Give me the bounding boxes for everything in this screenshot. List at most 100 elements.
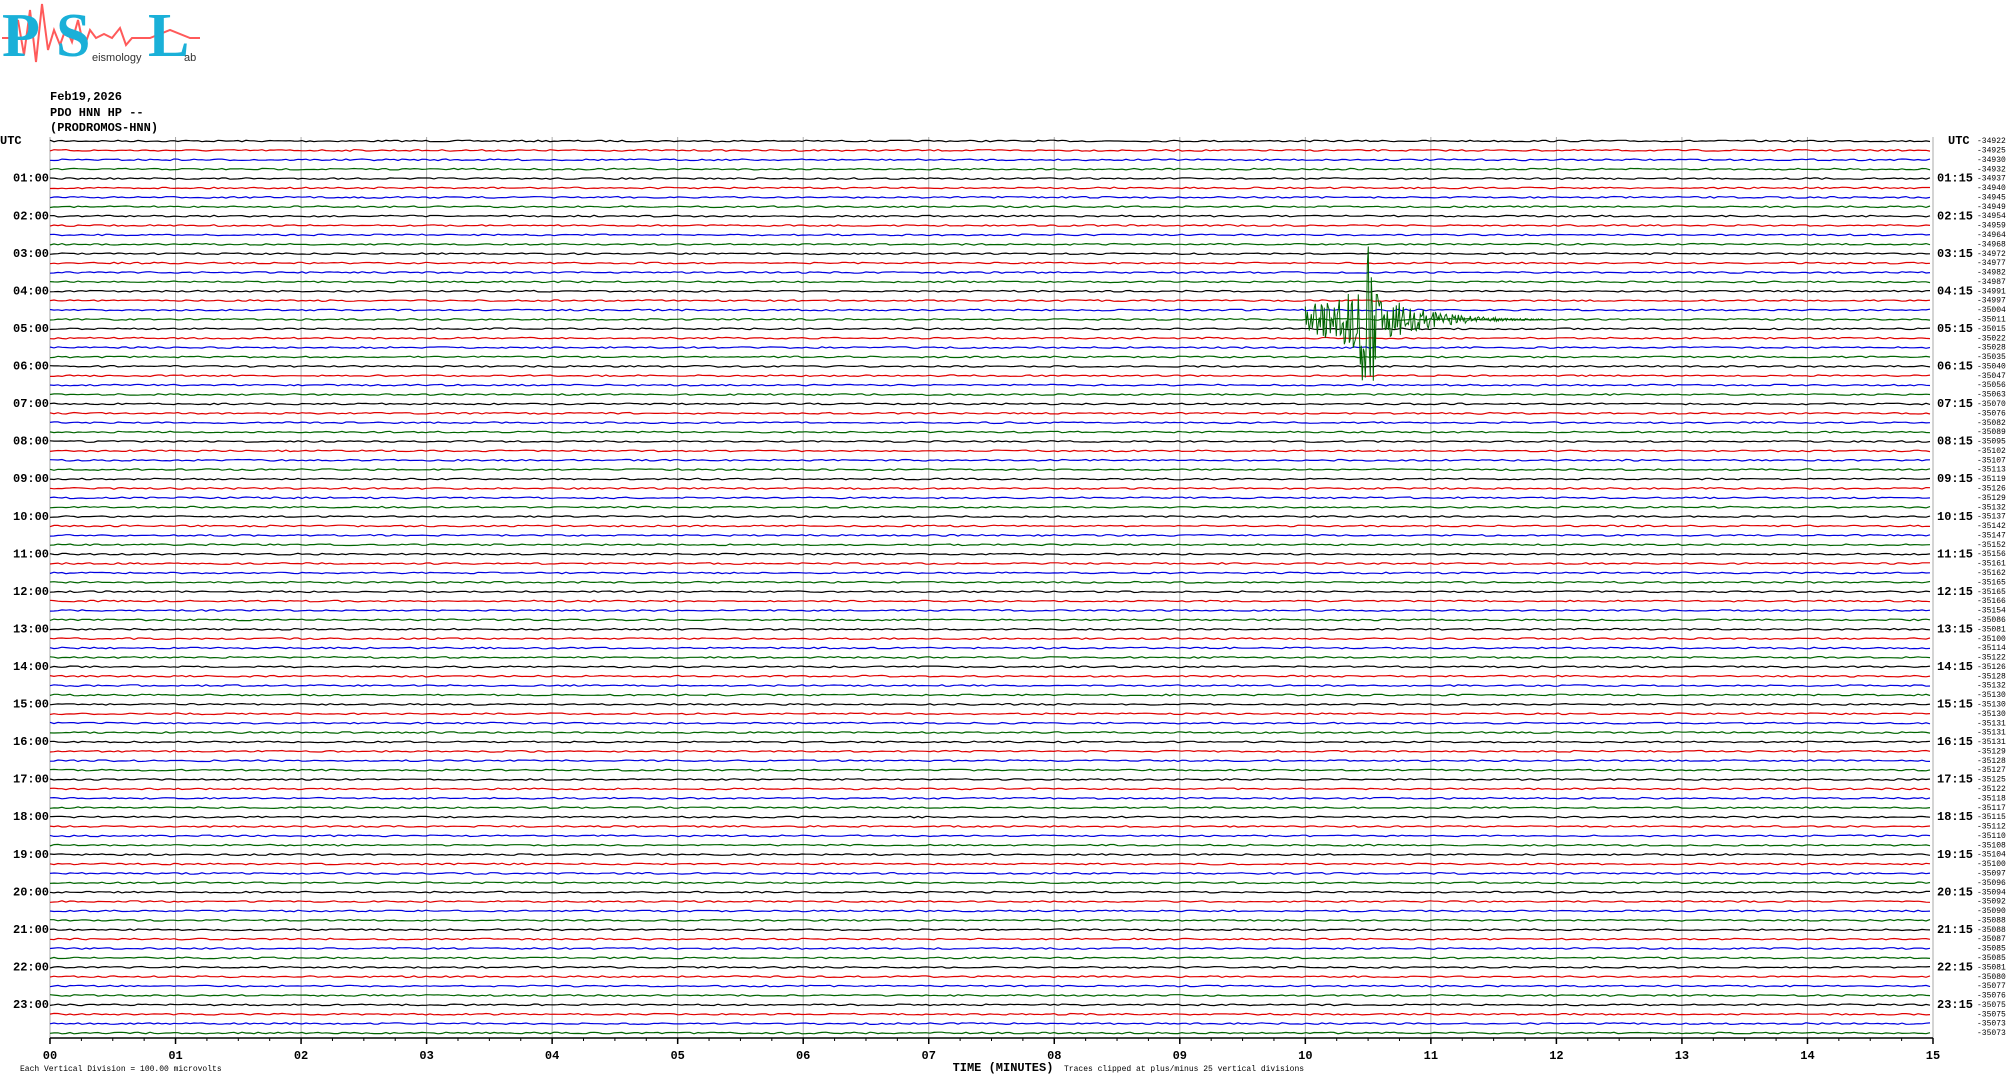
trace-offset: -35129 bbox=[1977, 747, 2006, 756]
trace bbox=[49, 834, 1931, 838]
hour-label-right: 21:15 bbox=[1937, 923, 1973, 937]
trace-offset: -35126 bbox=[1977, 663, 2006, 672]
trace bbox=[49, 355, 1931, 359]
trace bbox=[49, 881, 1931, 885]
trace-offset: -35040 bbox=[1977, 362, 2006, 371]
trace bbox=[49, 843, 1931, 847]
trace bbox=[49, 402, 1931, 406]
trace-offset: -34977 bbox=[1977, 259, 2006, 268]
logo-text: eismology bbox=[92, 52, 142, 64]
trace-offset: -35130 bbox=[1977, 700, 2006, 709]
trace-offset: -34937 bbox=[1977, 175, 2006, 184]
trace-offset: -35142 bbox=[1977, 522, 2006, 531]
trace-offset: -35128 bbox=[1977, 757, 2006, 766]
trace-offset: -35129 bbox=[1977, 494, 2006, 503]
trace-offset: -35088 bbox=[1977, 926, 2006, 935]
trace bbox=[49, 796, 1931, 800]
trace-offset: -35081 bbox=[1977, 963, 2006, 972]
x-tick-label: 09 bbox=[1173, 1049, 1187, 1063]
hour-label-right: 01:15 bbox=[1937, 172, 1973, 186]
hour-label-right: 22:15 bbox=[1937, 960, 1973, 974]
trace bbox=[49, 383, 1931, 387]
trace bbox=[49, 346, 1931, 350]
trace bbox=[49, 336, 1931, 340]
trace-offset: -35089 bbox=[1977, 428, 2006, 437]
trace bbox=[49, 580, 1931, 584]
trace-offset: -35085 bbox=[1977, 945, 2006, 954]
hour-label-left: 23:00 bbox=[13, 998, 49, 1012]
x-axis-title: TIME (MINUTES) bbox=[953, 1061, 1054, 1075]
trace-offset: -35108 bbox=[1977, 841, 2006, 850]
trace-offset: -35162 bbox=[1977, 569, 2006, 578]
x-tick-label: 14 bbox=[1800, 1049, 1814, 1063]
trace bbox=[49, 778, 1931, 781]
trace-offset: -35028 bbox=[1977, 344, 2006, 353]
x-tick-label: 04 bbox=[545, 1049, 559, 1063]
hour-label-right: 11:15 bbox=[1937, 547, 1973, 561]
trace-offset: -35087 bbox=[1977, 935, 2006, 944]
trace bbox=[50, 374, 1931, 378]
trace bbox=[49, 937, 1931, 941]
trace-offset: -35070 bbox=[1977, 400, 2006, 409]
trace-offset: -35130 bbox=[1977, 691, 2006, 700]
trace-offset: -35127 bbox=[1977, 766, 2006, 775]
trace-offset: -34954 bbox=[1977, 212, 2006, 221]
hour-label-left: 18:00 bbox=[13, 810, 49, 824]
trace-offset: -35152 bbox=[1977, 541, 2006, 550]
trace-offset: -35096 bbox=[1977, 879, 2006, 888]
trace-offset: -35117 bbox=[1977, 804, 2006, 813]
clip-note: Traces clipped at plus/minus 25 vertical… bbox=[1064, 1065, 1304, 1074]
trace-offset: -34972 bbox=[1977, 250, 2006, 259]
hour-label-right: 07:15 bbox=[1937, 397, 1973, 411]
trace bbox=[50, 918, 1931, 922]
trace-offset: -35081 bbox=[1977, 625, 2006, 634]
trace-offset: -34997 bbox=[1977, 297, 2006, 306]
trace-offset: -35022 bbox=[1977, 334, 2006, 343]
trace bbox=[49, 618, 1931, 622]
trace bbox=[49, 280, 1931, 284]
trace bbox=[49, 430, 1931, 434]
trace bbox=[49, 543, 1931, 547]
trace bbox=[49, 148, 1931, 152]
hour-label-left: 03:00 bbox=[13, 247, 49, 261]
trace bbox=[49, 984, 1931, 988]
trace bbox=[49, 909, 1931, 913]
trace-offset: -35092 bbox=[1977, 898, 2006, 907]
x-tick-label: 06 bbox=[796, 1049, 810, 1063]
trace-offset: -35073 bbox=[1977, 1020, 2006, 1029]
trace-offset: -35156 bbox=[1977, 550, 2006, 559]
trace bbox=[49, 533, 1931, 537]
trace-offset: -35080 bbox=[1977, 973, 2006, 982]
hour-label-right: 13:15 bbox=[1937, 622, 1973, 636]
trace bbox=[49, 815, 1931, 819]
trace bbox=[49, 806, 1931, 810]
trace bbox=[49, 167, 1931, 171]
trace bbox=[49, 327, 1931, 331]
trace bbox=[49, 261, 1931, 265]
x-tick-label: 08 bbox=[1047, 1049, 1061, 1063]
trace bbox=[49, 787, 1931, 791]
trace-offset: -35056 bbox=[1977, 381, 2006, 390]
hour-label-right: 20:15 bbox=[1937, 885, 1973, 899]
trace bbox=[49, 853, 1931, 857]
hour-label-left: 10:00 bbox=[13, 510, 49, 524]
trace bbox=[49, 590, 1931, 594]
trace bbox=[49, 665, 1931, 669]
header-location: (PRODROMOS-HNN) bbox=[50, 121, 158, 135]
trace bbox=[49, 552, 1931, 556]
trace-offset: -35047 bbox=[1977, 372, 2006, 381]
trace bbox=[49, 562, 1930, 565]
trace-offset: -35125 bbox=[1977, 776, 2006, 785]
trace-offset: -35088 bbox=[1977, 916, 2006, 925]
trace bbox=[49, 317, 1931, 321]
trace bbox=[49, 693, 1931, 697]
hour-label-right: 17:15 bbox=[1937, 773, 1973, 787]
hour-label-left: 08:00 bbox=[13, 435, 49, 449]
trace-offset: -34987 bbox=[1977, 278, 2006, 287]
trace-offset: -35131 bbox=[1977, 738, 2006, 747]
hour-label-right: 19:15 bbox=[1937, 848, 1973, 862]
trace-offset: -35100 bbox=[1977, 860, 2006, 869]
trace bbox=[49, 627, 1931, 631]
hour-label-right: 16:15 bbox=[1937, 735, 1973, 749]
